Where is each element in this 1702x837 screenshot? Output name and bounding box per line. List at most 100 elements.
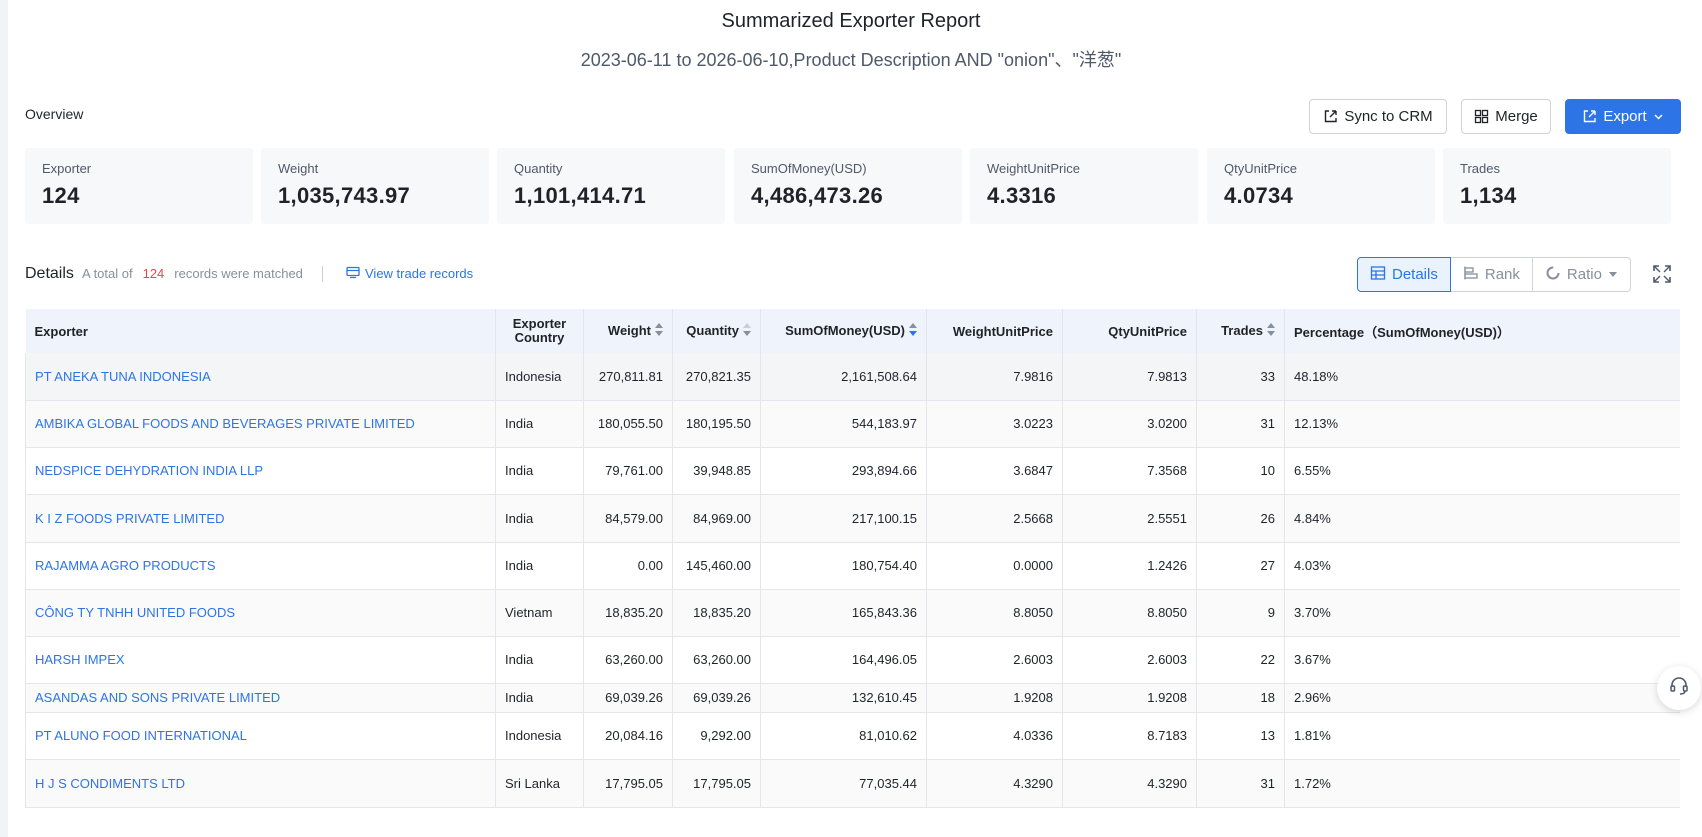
report-subtitle: 2023-06-11 to 2026-06-10,Product Descrip… [580, 50, 1122, 70]
sort-desc-icon[interactable] [909, 323, 917, 339]
sumofmoney-cell: 77,035.44 [760, 759, 927, 808]
column-header-qtyunitprice[interactable]: QtyUnitPrice [1062, 309, 1197, 353]
details-heading: Details [25, 265, 74, 282]
qtyunitprice-cell: 2.6003 [1062, 636, 1197, 684]
column-header-exporter-country[interactable]: Exporter Country [495, 309, 584, 353]
weightunitprice-cell: 0.0000 [926, 542, 1063, 590]
exporter-cell[interactable]: K I Z FOODS PRIVATE LIMITED [25, 494, 496, 543]
left-edge-strip [0, 0, 8, 837]
sort-icon[interactable] [1267, 323, 1275, 339]
qtyunitprice-cell: 1.9208 [1062, 683, 1197, 713]
column-header-weight[interactable]: Weight [583, 309, 673, 353]
table-row[interactable]: PT ANEKA TUNA INDONESIA Indonesia 270,811.… [25, 353, 1680, 401]
support-button[interactable] [1657, 666, 1701, 710]
column-header-sumofmoney[interactable]: SumOfMoney(USD) [760, 309, 927, 353]
column-header-exporter[interactable]: Exporter [25, 309, 496, 353]
sumofmoney-cell: 217,100.15 [760, 494, 927, 543]
quantity-cell: 180,195.50 [672, 400, 761, 448]
column-label: Exporter [34, 323, 88, 339]
stat-card-sumofmoney: SumOfMoney(USD) 4,486,473.26 [734, 148, 962, 224]
merge-button[interactable]: Merge [1461, 99, 1551, 134]
view-trade-records-link[interactable]: View trade records [346, 265, 473, 282]
exporter-cell[interactable]: PT ANEKA TUNA INDONESIA [25, 353, 496, 401]
tab-details[interactable]: Details [1357, 257, 1451, 292]
sync-to-crm-label: Sync to CRM [1344, 108, 1433, 125]
table-row[interactable]: HARSH IMPEX India 63,260.00 63,260.00 164,49… [25, 636, 1680, 684]
percentage-cell: 1.72% [1284, 759, 1680, 808]
column-header-trades[interactable]: Trades [1196, 309, 1285, 353]
sync-to-crm-button[interactable]: Sync to CRM [1309, 99, 1447, 134]
percentage-cell: 1.81% [1284, 712, 1680, 760]
stat-label: WeightUnitPrice [987, 161, 1080, 176]
records-summary: A total of 124 records were matched [82, 266, 303, 281]
percentage-cell: 3.70% [1284, 589, 1680, 637]
exporter-cell[interactable]: NEDSPICE DEHYDRATION INDIA LLP [25, 447, 496, 495]
table-row[interactable]: PT ALUNO FOOD INTERNATIONAL Indonesia 20,0… [25, 712, 1680, 760]
weight-cell: 69,039.26 [583, 683, 673, 713]
quantity-cell: 17,795.05 [672, 759, 761, 808]
column-label: Percentage（SumOfMoney(USD)） [1294, 324, 1510, 340]
sumofmoney-cell: 293,894.66 [760, 447, 927, 495]
stat-card-weightunitprice: WeightUnitPrice 4.3316 [970, 148, 1198, 224]
exporter-cell[interactable]: RAJAMMA AGRO PRODUCTS [25, 542, 496, 590]
table-row[interactable]: NEDSPICE DEHYDRATION INDIA LLP India 79,76… [25, 447, 1680, 495]
sync-icon [1323, 109, 1338, 124]
weightunitprice-cell: 3.6847 [926, 447, 1063, 495]
column-header-quantity[interactable]: Quantity [672, 309, 761, 353]
country-cell: Indonesia [495, 712, 584, 760]
country-cell: India [495, 542, 584, 590]
exporter-cell[interactable]: H J S CONDIMENTS LTD [25, 759, 496, 808]
records-suffix: records were matched [174, 266, 303, 281]
stat-value: 1,035,743.97 [278, 183, 411, 208]
stat-label: QtyUnitPrice [1224, 161, 1297, 176]
stat-label: SumOfMoney(USD) [751, 161, 867, 176]
table-row[interactable]: K I Z FOODS PRIVATE LIMITED India 84,579.0… [25, 494, 1680, 543]
table-row[interactable]: H J S CONDIMENTS LTD Sri Lanka 17,795.05 17… [25, 759, 1680, 808]
qtyunitprice-cell: 1.2426 [1062, 542, 1197, 590]
column-header-weightunitprice[interactable]: WeightUnitPrice [926, 309, 1063, 353]
percentage-cell: 6.55% [1284, 447, 1680, 495]
stat-value: 4.0734 [1224, 183, 1294, 208]
export-button[interactable]: Export [1565, 99, 1681, 134]
tab-rank[interactable]: Rank [1450, 257, 1533, 292]
table-row[interactable]: ASANDAS AND SONS PRIVATE LIMITED India 69,… [25, 683, 1680, 713]
details-table: Exporter Exporter Country Weight Quantity… [25, 309, 1680, 837]
exporter-cell[interactable]: AMBIKA GLOBAL FOODS AND BEVERAGES PRIVAT… [25, 400, 496, 448]
stat-value: 1,101,414.71 [514, 183, 647, 208]
country-cell: Vietnam [495, 589, 584, 637]
stat-card-weight: Weight 1,035,743.97 [261, 148, 489, 224]
tab-rank-label: Rank [1484, 266, 1520, 283]
column-header-percentage[interactable]: Percentage（SumOfMoney(USD)） [1284, 309, 1680, 353]
stat-value: 1,134 [1460, 183, 1517, 208]
exporter-cell[interactable]: HARSH IMPEX [25, 636, 496, 684]
table-row[interactable]: RAJAMMA AGRO PRODUCTS India 0.00 145,460.00… [25, 542, 1680, 590]
percentage-cell: 4.84% [1284, 494, 1680, 543]
merge-icon [1474, 109, 1489, 124]
weightunitprice-cell: 2.6003 [926, 636, 1063, 684]
tab-ratio-label: Ratio [1566, 266, 1602, 283]
export-icon [1582, 109, 1597, 124]
column-label: Exporter [512, 316, 567, 331]
country-cell: Indonesia [495, 353, 584, 401]
view-trade-records-label: View trade records [365, 266, 474, 281]
trades-cell: 22 [1196, 636, 1285, 684]
sumofmoney-cell: 132,610.45 [760, 683, 927, 713]
trades-cell: 33 [1196, 353, 1285, 401]
table-row[interactable]: CÔNG TY TNHH UNITED FOODS Vietnam 18,835.2… [25, 589, 1680, 637]
trades-cell: 26 [1196, 494, 1285, 543]
exporter-cell[interactable]: PT ALUNO FOOD INTERNATIONAL [25, 712, 496, 760]
exporter-cell[interactable]: ASANDAS AND SONS PRIVATE LIMITED [25, 683, 496, 713]
divider [322, 266, 323, 282]
tab-details-label: Details [1392, 266, 1438, 283]
sort-icon[interactable] [743, 323, 751, 339]
exporter-cell[interactable]: CÔNG TY TNHH UNITED FOODS [25, 589, 496, 637]
quantity-cell: 18,835.20 [672, 589, 761, 637]
trades-cell: 9 [1196, 589, 1285, 637]
export-label: Export [1603, 108, 1647, 125]
fullscreen-icon[interactable] [1652, 264, 1672, 289]
tab-ratio[interactable]: Ratio [1532, 257, 1631, 292]
sort-icon[interactable] [655, 323, 663, 339]
percentage-cell: 3.67% [1284, 636, 1680, 684]
table-row[interactable]: AMBIKA GLOBAL FOODS AND BEVERAGES PRIVAT… [25, 400, 1680, 448]
stat-value: 124 [42, 183, 80, 208]
